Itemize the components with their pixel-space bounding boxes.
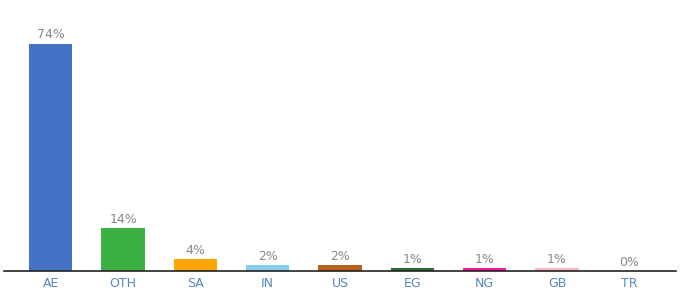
Text: 1%: 1% xyxy=(475,253,494,266)
Bar xyxy=(318,265,362,271)
Text: 74%: 74% xyxy=(37,28,65,41)
Text: 0%: 0% xyxy=(619,256,639,269)
Text: 1%: 1% xyxy=(403,253,422,266)
Text: 14%: 14% xyxy=(109,213,137,226)
Bar xyxy=(173,259,217,271)
Bar xyxy=(535,268,579,271)
Text: 4%: 4% xyxy=(186,244,205,256)
Text: 1%: 1% xyxy=(547,253,567,266)
Text: 2%: 2% xyxy=(330,250,350,263)
Text: 2%: 2% xyxy=(258,250,277,263)
Bar xyxy=(29,44,73,271)
Bar xyxy=(390,268,434,271)
Bar xyxy=(463,268,507,271)
Bar xyxy=(101,228,145,271)
Bar xyxy=(246,265,290,271)
